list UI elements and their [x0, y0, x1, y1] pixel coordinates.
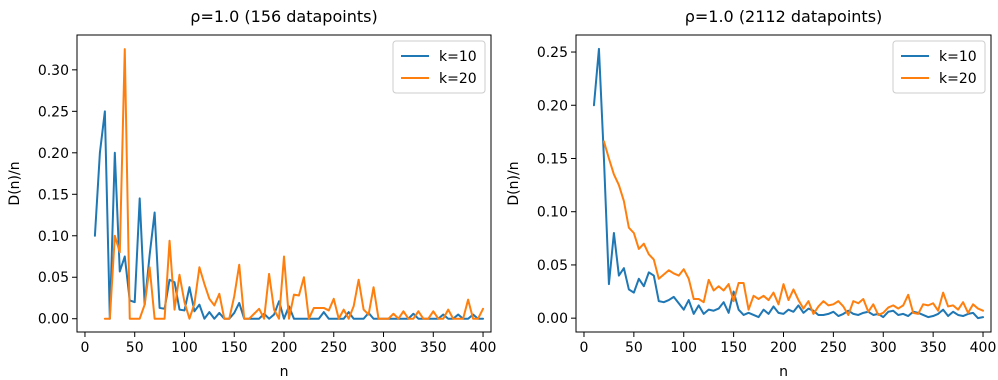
x-tick-label: 400: [470, 340, 497, 356]
legend-label: k=20: [939, 71, 977, 87]
y-axis-label: D(n)/n: [7, 161, 23, 205]
x-tick-label: 150: [221, 340, 248, 356]
x-tick-label: 350: [420, 340, 447, 356]
legend: k=10 k=20: [392, 40, 486, 94]
y-tick-label: 0.20: [38, 146, 69, 162]
y-tick-label: 0.05: [537, 258, 568, 274]
legend-label: k=20: [439, 71, 477, 87]
y-tick-label: 0.15: [38, 187, 69, 203]
y-axis-label: D(n)/n: [506, 161, 522, 205]
y-tick-label: 0.30: [38, 63, 69, 79]
y-tick-label: 0.00: [38, 312, 69, 328]
chart-panel-right: ρ=1.0 (2112 datapoints) n D(n)/n 0 50 100 1…: [506, 7, 996, 380]
legend-box: [392, 40, 486, 94]
series-line-k=10: [93, 110, 485, 320]
x-tick-label: 250: [320, 340, 347, 356]
x-tick-label: 0: [580, 340, 589, 356]
y-tick-label: 0.10: [38, 229, 69, 245]
y-tick-label: 0.25: [38, 104, 69, 120]
y-tick-label: 0.15: [537, 151, 568, 167]
y-tick-label: 0.25: [537, 45, 568, 61]
legend-label: k=10: [939, 49, 977, 65]
y-tick-label: 0.20: [537, 98, 568, 114]
x-tick-label: 250: [820, 340, 847, 356]
legend-box: [892, 40, 986, 94]
series-line-k=20: [602, 140, 985, 316]
x-tick-label: 400: [970, 340, 997, 356]
x-tick-label: 100: [171, 340, 198, 356]
x-axis-label: n: [280, 364, 289, 380]
chart-title: ρ=1.0 (2112 datapoints): [685, 7, 883, 26]
x-tick-label: 150: [720, 340, 747, 356]
chart-panel-left: ρ=1.0 (156 datapoints) n D(n)/n 0 50 100 15…: [7, 7, 496, 380]
x-tick-label: 300: [870, 340, 897, 356]
y-tick-label: 0.05: [38, 270, 69, 286]
x-tick-label: 50: [625, 340, 643, 356]
legend-label: k=10: [439, 49, 477, 65]
x-tick-label: 350: [920, 340, 947, 356]
legend: k=10 k=20: [892, 40, 986, 94]
y-tick-label: 0.00: [537, 311, 568, 327]
x-tick-label: 0: [81, 340, 90, 356]
x-tick-label: 50: [126, 340, 144, 356]
x-tick-label: 200: [770, 340, 797, 356]
x-tick-label: 200: [271, 340, 298, 356]
x-tick-label: 300: [370, 340, 397, 356]
x-tick-label: 100: [670, 340, 697, 356]
y-tick-label: 0.10: [537, 205, 568, 221]
chart-title: ρ=1.0 (156 datapoints): [190, 7, 377, 26]
x-axis-label: n: [779, 364, 788, 380]
series-line-k=20: [103, 48, 485, 320]
